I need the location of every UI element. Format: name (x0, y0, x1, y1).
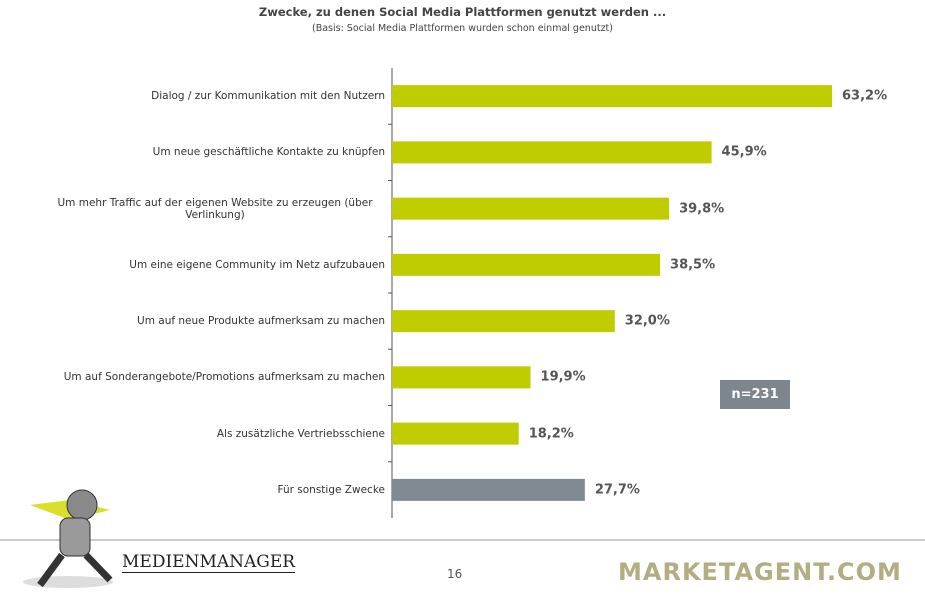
category-label: Um neue geschäftliche Kontakte zu knüpfe… (45, 146, 385, 158)
value-label: 38,5% (670, 257, 715, 272)
logo-left: MEDIENMANAGER (122, 552, 295, 573)
category-label: Um eine eigene Community im Netz aufzuba… (45, 259, 385, 271)
mascot (23, 490, 113, 588)
bar (392, 479, 585, 501)
category-text: Um mehr Traffic auf der eigenen Website … (45, 197, 385, 221)
category-text: Um neue geschäftliche Kontakte zu knüpfe… (153, 146, 385, 158)
bar (392, 141, 712, 163)
category-text: Um auf neue Produkte aufmerksam zu mache… (137, 315, 385, 327)
page-number: 16 (447, 567, 462, 581)
value-label: 18,2% (529, 426, 574, 441)
bar (392, 366, 531, 388)
category-text: Für sonstige Zwecke (278, 484, 385, 496)
category-label: Um auf Sonderangebote/Promotions aufmerk… (45, 371, 385, 383)
value-label: 39,8% (679, 201, 724, 216)
value-label: 32,0% (625, 314, 670, 329)
category-label: Um mehr Traffic auf der eigenen Website … (45, 197, 385, 221)
category-label: Als zusätzliche Vertriebsschiene (45, 428, 385, 440)
category-text: Dialog / zur Kommunikation mit den Nutze… (151, 90, 385, 102)
category-label: Dialog / zur Kommunikation mit den Nutze… (45, 90, 385, 102)
bar (392, 423, 519, 445)
bar (392, 198, 669, 220)
value-label: 45,9% (722, 145, 767, 160)
category-text: Um eine eigene Community im Netz aufzuba… (129, 259, 385, 271)
value-label: 27,7% (595, 482, 640, 497)
value-label: 19,9% (541, 370, 586, 385)
bar (392, 85, 832, 107)
bar (392, 310, 615, 332)
category-label: Für sonstige Zwecke (45, 484, 385, 496)
slide: Zwecke, zu denen Social Media Plattforme… (0, 0, 925, 603)
category-text: Um auf Sonderangebote/Promotions aufmerk… (64, 371, 385, 383)
logo-right: MARKETAGENT.COM (618, 558, 902, 586)
bar (392, 254, 660, 276)
category-text: Als zusätzliche Vertriebsschiene (217, 428, 385, 440)
sample-size: n=231 (720, 380, 790, 409)
category-label: Um auf neue Produkte aufmerksam zu mache… (45, 315, 385, 327)
value-label: 63,2% (842, 89, 887, 104)
